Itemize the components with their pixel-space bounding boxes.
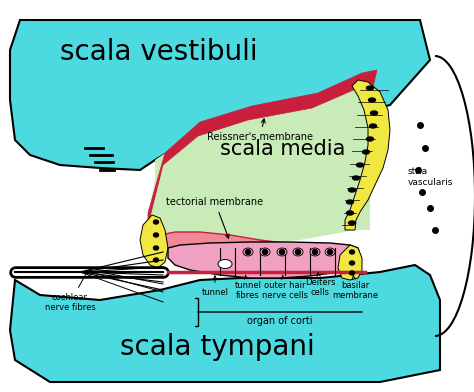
- Text: tectorial membrane: tectorial membrane: [166, 197, 264, 238]
- Ellipse shape: [368, 98, 375, 102]
- Polygon shape: [140, 215, 168, 268]
- Polygon shape: [168, 242, 360, 278]
- Ellipse shape: [325, 248, 335, 256]
- Circle shape: [312, 249, 318, 254]
- Text: cochlear
nerve fibres: cochlear nerve fibres: [45, 270, 95, 312]
- Text: Deiters
cells: Deiters cells: [305, 272, 335, 297]
- Ellipse shape: [310, 248, 320, 256]
- Polygon shape: [10, 20, 430, 170]
- Ellipse shape: [356, 163, 364, 167]
- Ellipse shape: [154, 258, 158, 262]
- Circle shape: [263, 249, 267, 254]
- Text: tunnel: tunnel: [201, 276, 228, 297]
- Ellipse shape: [348, 221, 356, 225]
- Circle shape: [328, 249, 332, 254]
- Ellipse shape: [293, 248, 303, 256]
- Polygon shape: [10, 265, 440, 382]
- Polygon shape: [148, 70, 377, 225]
- Ellipse shape: [349, 271, 355, 275]
- Ellipse shape: [243, 248, 253, 256]
- Ellipse shape: [346, 200, 354, 204]
- Polygon shape: [345, 80, 390, 230]
- Ellipse shape: [277, 248, 287, 256]
- Text: scala media: scala media: [220, 139, 346, 159]
- Ellipse shape: [260, 248, 270, 256]
- Ellipse shape: [366, 86, 374, 90]
- Ellipse shape: [363, 150, 370, 154]
- Ellipse shape: [371, 111, 377, 115]
- Ellipse shape: [218, 260, 232, 269]
- Ellipse shape: [154, 246, 158, 250]
- Ellipse shape: [154, 220, 158, 224]
- Circle shape: [280, 249, 284, 254]
- Text: organ of corti: organ of corti: [247, 316, 313, 326]
- Text: basilar
membrane: basilar membrane: [332, 275, 378, 300]
- Text: outer hair
nerve cells: outer hair nerve cells: [262, 275, 308, 300]
- Text: Reissner's membrane: Reissner's membrane: [207, 119, 313, 142]
- Polygon shape: [148, 82, 370, 248]
- Polygon shape: [338, 245, 362, 280]
- Ellipse shape: [349, 250, 355, 254]
- Ellipse shape: [349, 261, 355, 265]
- Circle shape: [295, 249, 301, 254]
- Text: tunnel
fibres: tunnel fibres: [235, 275, 262, 300]
- Ellipse shape: [353, 176, 359, 180]
- Ellipse shape: [154, 233, 158, 237]
- Text: scala vestibuli: scala vestibuli: [60, 38, 258, 66]
- Circle shape: [246, 249, 250, 254]
- Ellipse shape: [370, 124, 376, 128]
- Text: scala tympani: scala tympani: [120, 333, 315, 361]
- Polygon shape: [143, 232, 325, 260]
- Ellipse shape: [346, 211, 354, 215]
- Ellipse shape: [366, 137, 374, 141]
- Text: stria
vascularis: stria vascularis: [408, 167, 453, 187]
- Ellipse shape: [348, 188, 356, 192]
